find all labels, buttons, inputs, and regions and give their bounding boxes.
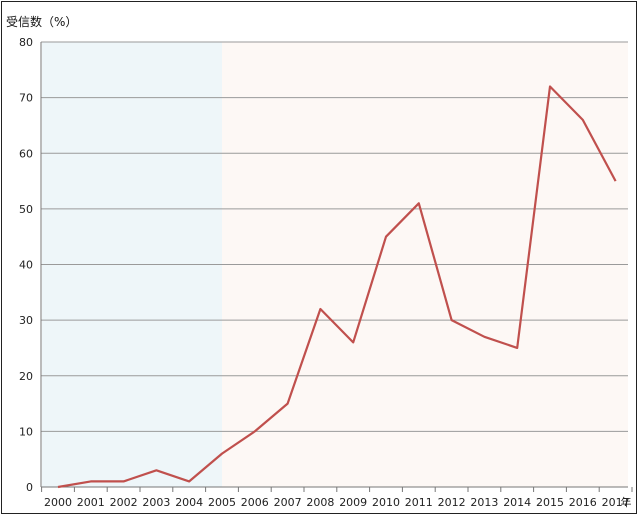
y-tick-80: 80 <box>19 36 33 49</box>
x-tick-2000: 2000 <box>44 496 72 509</box>
gridlines <box>41 41 628 432</box>
x-tick-2014: 2014 <box>503 496 531 509</box>
x-tick-2011: 2011 <box>405 496 433 509</box>
y-tick-20: 20 <box>19 370 33 383</box>
y-tick-50: 50 <box>19 203 33 216</box>
x-tick-2003: 2003 <box>142 496 170 509</box>
x-tick-2005: 2005 <box>208 496 236 509</box>
x-tick-2012: 2012 <box>438 496 466 509</box>
y-tick-labels: 0 10 20 30 40 50 60 70 80 <box>19 36 33 494</box>
y-tick-70: 70 <box>19 92 33 105</box>
y-tick-60: 60 <box>19 147 33 160</box>
x-tick-2006: 2006 <box>241 496 269 509</box>
x-tick-labels: 2000 2001 2002 2003 2004 2005 2006 2007 2008 2009… <box>41 487 633 509</box>
x-tick-2017: 2017 <box>602 496 630 509</box>
x-tick-2002: 2002 <box>110 496 138 509</box>
x-tick-2001: 2001 <box>77 496 105 509</box>
x-tick-2016: 2016 <box>569 496 597 509</box>
axes <box>40 42 628 488</box>
x-tick-2007: 2007 <box>274 496 302 509</box>
x-tick-2009: 2009 <box>339 496 367 509</box>
series-line-0 <box>57 85 617 489</box>
x-axis-unit: 年 <box>621 495 632 509</box>
y-tick-0: 0 <box>26 481 33 494</box>
y-axis-label: 受信数（%） <box>6 14 77 29</box>
y-tick-10: 10 <box>19 425 33 438</box>
x-tick-2008: 2008 <box>306 496 334 509</box>
x-tick-2010: 2010 <box>372 496 400 509</box>
x-tick-2004: 2004 <box>175 496 203 509</box>
x-tick-2013: 2013 <box>470 496 498 509</box>
y-tick-40: 40 <box>19 259 33 272</box>
x-tick-2015: 2015 <box>536 496 564 509</box>
series-lines <box>57 85 617 489</box>
y-tick-30: 30 <box>19 314 33 327</box>
